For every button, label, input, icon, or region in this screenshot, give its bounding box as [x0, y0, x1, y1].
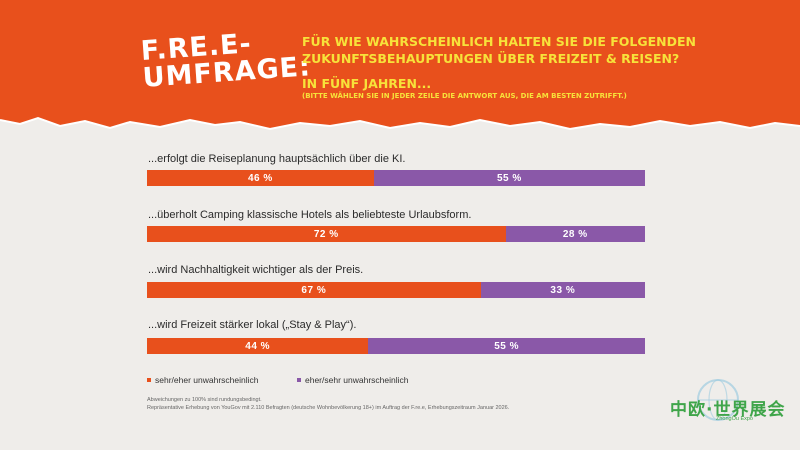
bar-segment-orange: 44 % — [147, 338, 369, 354]
question-hint: (BITTE WÄHLEN SIE IN JEDER ZEILE DIE ANT… — [302, 92, 627, 100]
bar-segment-orange: 67 % — [147, 282, 481, 298]
bar-segment-purple: 28 % — [505, 226, 645, 242]
stacked-bar: 46 % 55 % — [147, 170, 645, 186]
header-banner — [0, 0, 800, 128]
torn-paper-edge — [0, 116, 800, 142]
question-line1: FÜR WIE WAHRSCHEINLICH HALTEN SIE DIE FO… — [302, 34, 697, 49]
legend-item-orange: sehr/eher unwahrscheinlich — [147, 375, 258, 385]
watermark-text: 中欧·世界展会 — [670, 400, 786, 420]
watermark-subtext: ZhongOu Expo — [716, 416, 753, 422]
footnote-source: Repräsentative Erhebung von YouGov mit 2… — [147, 405, 510, 411]
watermark-globe-logo — [697, 379, 739, 421]
bar-label: ...erfolgt die Reiseplanung hauptsächlic… — [148, 153, 406, 165]
legend-label-orange: sehr/eher unwahrscheinlich — [155, 375, 259, 385]
legend-swatch-orange — [147, 378, 151, 382]
stacked-bar: 72 % 28 % — [147, 226, 645, 242]
bar-segment-orange: 46 % — [147, 170, 374, 186]
footnote-rounding: Abweichungen zu 100% sind rundungsbeding… — [147, 397, 262, 403]
question-line2: ZUKUNFTSBEHAUPTUNGEN ÜBER FREIZEIT & REI… — [302, 51, 680, 66]
survey-logo: F.RE.E- UMFRAGE: — [140, 26, 312, 94]
legend-label-purple: eher/sehr unwahrscheinlich — [305, 375, 409, 385]
bar-label: ...überholt Camping klassische Hotels al… — [148, 209, 472, 221]
survey-question: FÜR WIE WAHRSCHEINLICH HALTEN SIE DIE FO… — [302, 33, 782, 101]
stacked-bar: 44 % 55 % — [147, 338, 645, 354]
bar-label: ...wird Nachhaltigkeit wichtiger als der… — [148, 264, 364, 276]
bar-label: ...wird Freizeit stärker lokal („Stay & … — [148, 319, 357, 331]
bar-segment-purple: 33 % — [480, 282, 645, 298]
legend-item-purple: eher/sehr unwahrscheinlich — [297, 375, 408, 385]
legend-swatch-purple — [297, 378, 301, 382]
bar-segment-purple: 55 % — [373, 170, 645, 186]
bar-segment-purple: 55 % — [368, 338, 645, 354]
stacked-bar: 67 % 33 % — [147, 282, 645, 298]
bar-segment-orange: 72 % — [147, 226, 506, 242]
question-subtitle: IN FÜNF JAHREN... — [302, 76, 432, 91]
